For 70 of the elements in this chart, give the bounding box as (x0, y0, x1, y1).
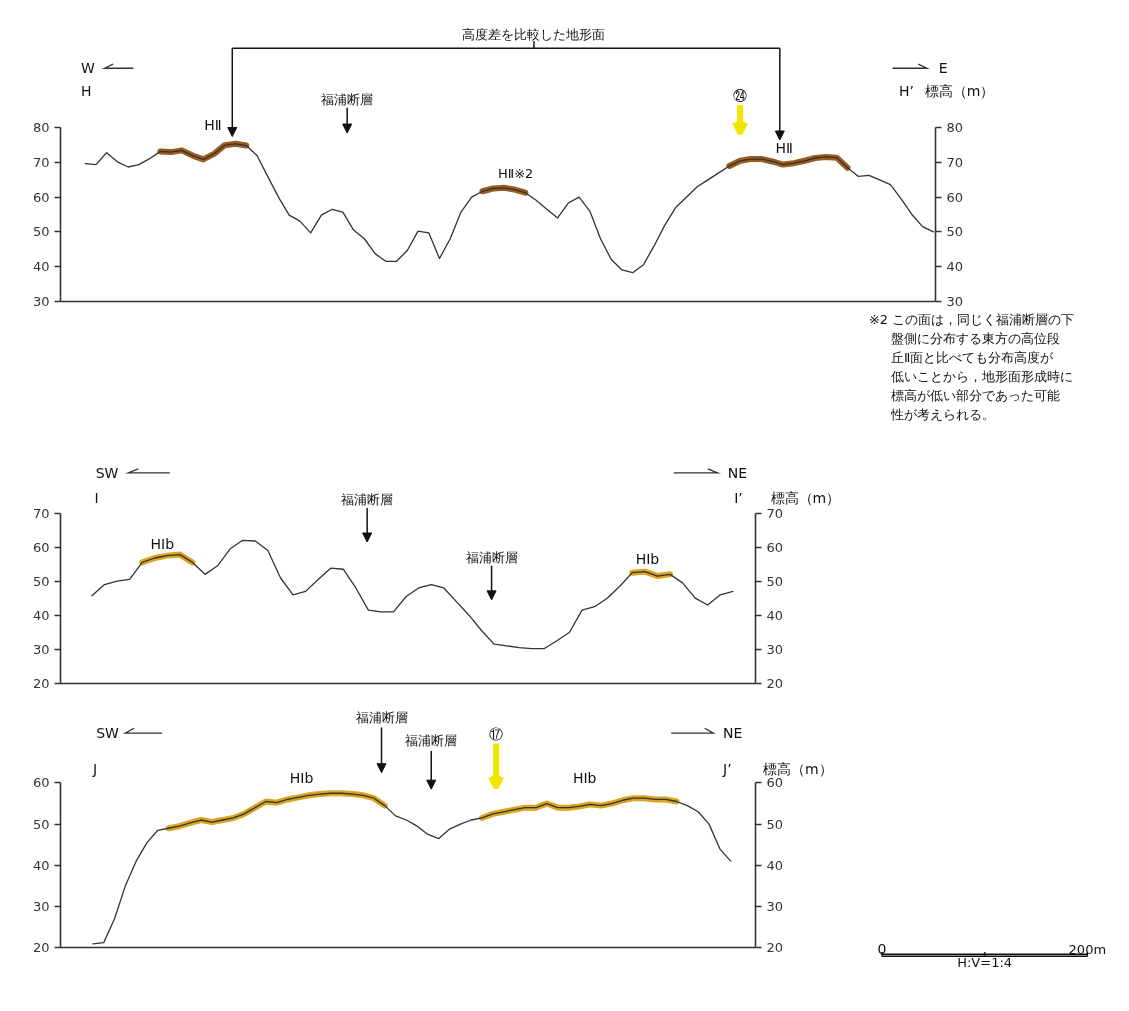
y-tick-label: 30 (32, 293, 50, 309)
y2-tick-label: 20 (766, 675, 784, 691)
y2-axis-title: 標高（m） (763, 760, 833, 777)
y-tick-label: 50 (32, 573, 50, 589)
y2-axis-title: 標高（m） (924, 83, 995, 100)
y2-tick-label: 30 (766, 641, 784, 657)
y-tick-label: 70 (32, 155, 50, 170)
y-tick-label: 60 (32, 539, 50, 555)
y2-tick-label: 30 (946, 293, 964, 309)
y-tick-label: 40 (32, 607, 50, 623)
text: ※2 この面は，同じく福浦断層の下盤側に分布する東方の高位段丘Ⅱ面と比べても分布高度が低いことから，地形面形成時に標高が低い部分であった可能性が考えられる。 (868, 312, 1075, 423)
text: SW (95, 464, 119, 481)
y2-tick-label: 60 (766, 539, 784, 555)
text: 福浦断層 (341, 491, 394, 507)
y2-tick-label: 30 (766, 898, 784, 914)
text: I’ (734, 490, 743, 507)
annotation: HIb (150, 535, 175, 552)
annotation: HⅡ (775, 139, 793, 156)
y2-tick-label: 40 (946, 258, 964, 274)
y-tick-label: 20 (32, 675, 50, 691)
y2-axis-title: 標高（m） (770, 490, 841, 507)
text: NE (727, 464, 748, 481)
text: J (91, 760, 98, 777)
text: W (80, 60, 95, 77)
text: 福浦断層 (405, 733, 458, 749)
y-tick-label: 60 (32, 775, 50, 791)
y2-tick-label: 60 (946, 189, 964, 205)
y2-tick-label: 60 (766, 775, 784, 791)
y-tick-label: 40 (32, 258, 50, 274)
annotation: HIb (635, 551, 660, 568)
annotation: HIb (289, 770, 314, 787)
y2-tick-label: 50 (766, 816, 784, 832)
y-tick-label: 40 (32, 857, 50, 873)
y2-tick-label: 40 (766, 607, 784, 623)
y2-tick-label: 50 (946, 224, 964, 240)
line-series (91, 539, 734, 650)
y2-tick-label: 70 (766, 505, 784, 521)
text: SW (96, 725, 120, 742)
text: H’ (899, 83, 914, 100)
text: ㉔ (733, 87, 748, 104)
y-tick-label: 70 (32, 505, 50, 521)
text: H (80, 83, 92, 100)
annotation: 福浦断層 (465, 549, 518, 565)
annotation: HⅡ※2 (498, 166, 534, 182)
y-tick-label: 60 (32, 189, 50, 205)
y-tick-label: 30 (32, 898, 50, 914)
y-tick-label: 50 (32, 224, 50, 240)
text: 福浦断層 (355, 709, 408, 725)
y2-tick-label: 20 (766, 940, 784, 956)
y-tick-label: 30 (32, 641, 50, 657)
y2-tick-label: 50 (766, 573, 784, 589)
text: 福浦断層 (321, 91, 374, 107)
text: E (938, 60, 948, 77)
y2-tick-label: 70 (946, 155, 964, 170)
y-tick-label: 50 (32, 816, 50, 832)
text: ⑰ (489, 725, 504, 742)
line-series (92, 792, 732, 945)
text: NE (723, 725, 743, 742)
y2-tick-label: 80 (946, 120, 964, 136)
text: J’ (722, 760, 732, 777)
annotation: HIb (572, 770, 597, 787)
text: I (94, 490, 99, 507)
y-tick-label: 80 (32, 120, 50, 136)
text: 高度差を比較した地形面 (462, 26, 606, 42)
text: 0 (877, 941, 887, 958)
text: H:V=1:4 (957, 955, 1013, 971)
y-tick-label: 20 (32, 940, 50, 956)
text: 200m (1068, 941, 1107, 957)
annotation: HⅡ (204, 116, 222, 133)
y2-tick-label: 40 (766, 857, 784, 873)
